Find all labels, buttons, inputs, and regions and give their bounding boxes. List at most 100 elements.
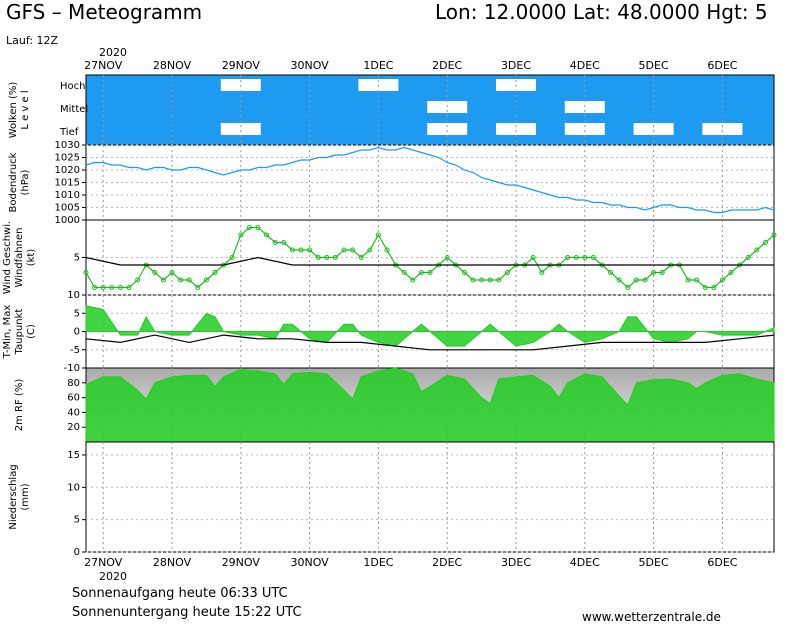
cloud-clear-patch bbox=[427, 123, 468, 135]
y-tick-label: 20 bbox=[67, 422, 80, 433]
wind-speed-point bbox=[659, 270, 665, 275]
wind-speed-point bbox=[616, 277, 622, 283]
wind-speed-point bbox=[341, 247, 347, 253]
x-tick-bottom: 4DEC bbox=[570, 556, 600, 569]
wind-speed-point bbox=[289, 247, 295, 253]
panel-precipitation: 0 5 10 15 Niederschlag (mm) bbox=[8, 441, 775, 558]
wind-speed-point bbox=[608, 270, 614, 275]
cloud-level-hoch: Hoch bbox=[60, 81, 85, 92]
x-tick-top: 1DEC bbox=[363, 59, 393, 72]
y-axis-label-temperature: Taupunkt bbox=[14, 309, 25, 356]
wind-speed-point bbox=[565, 255, 571, 260]
wind-speed-point bbox=[427, 270, 433, 275]
y-tick-label: 10 bbox=[67, 290, 80, 301]
y-axis-label-pressure: (hPa) bbox=[20, 169, 31, 195]
y-tick-label: 1015 bbox=[55, 178, 80, 189]
cloud-clear-patch bbox=[220, 123, 261, 135]
y-tick-label: 0 bbox=[74, 327, 80, 338]
panel-temperature: -10 -5 0 5 10 T-Min, Max Taupunkt (C) bbox=[2, 290, 775, 374]
y-tick-label: 5 bbox=[74, 308, 80, 319]
wind-speed-point bbox=[178, 277, 184, 283]
panel-clouds: Hoch Mittel Tief Wolken (%) L e v e l bbox=[8, 74, 775, 146]
wind-speed-point bbox=[590, 255, 596, 260]
y-tick-label: 1005 bbox=[55, 203, 80, 214]
wind-speed-point bbox=[195, 285, 201, 290]
wind-speed-point bbox=[246, 225, 252, 230]
x-tick-top: 5DEC bbox=[639, 59, 669, 72]
x-tick-top: 6DEC bbox=[707, 59, 737, 72]
wind-speed-point bbox=[530, 255, 536, 260]
y-axis-label-humidity: 2m RF (%) bbox=[14, 379, 25, 432]
wind-speed-point bbox=[332, 255, 338, 260]
y-axis-label-precipitation: (mm) bbox=[20, 483, 31, 510]
x-tick-top: 30NOV bbox=[290, 59, 329, 72]
wind-speed-point bbox=[255, 225, 261, 230]
y-tick-label: 1010 bbox=[55, 190, 80, 201]
wind-speed-point bbox=[117, 285, 123, 290]
app-title: GFS – Meteogramm bbox=[6, 0, 203, 24]
wind-speed-point bbox=[401, 270, 407, 275]
y-axis-label-clouds: Wolken (%) bbox=[8, 82, 19, 139]
wind-speed-point bbox=[573, 255, 579, 260]
y-tick-label: 1020 bbox=[55, 165, 80, 176]
wind-speed-point bbox=[238, 232, 244, 238]
y-tick-label: 60 bbox=[67, 393, 80, 404]
y-axis-label-precipitation: Niederschlag bbox=[8, 464, 19, 529]
model-run: Lauf: 12Z bbox=[6, 34, 59, 47]
coordinates: Lon: 12.0000 Lat: 48.0000 Hgt: 5 bbox=[435, 0, 768, 24]
wind-speed-point bbox=[126, 285, 132, 290]
wind-speed-point bbox=[384, 247, 390, 253]
wind-speed-point bbox=[203, 277, 209, 283]
wind-speed-point bbox=[745, 255, 751, 260]
series-line-temperature bbox=[85, 334, 775, 351]
y-tick-label: -5 bbox=[70, 345, 80, 356]
wind-speed-point bbox=[315, 255, 321, 260]
y-axis-label-wind: Wind Geschwi. bbox=[2, 221, 13, 294]
y-tick-label: 80 bbox=[67, 378, 80, 389]
wind-speed-point bbox=[685, 277, 691, 283]
website-link[interactable]: www.wetterzentrale.de bbox=[582, 610, 721, 624]
wind-speed-point bbox=[324, 255, 330, 260]
wind-speed-point bbox=[754, 247, 760, 253]
wind-speed-point bbox=[281, 240, 287, 245]
x-tick-bottom: 30NOV bbox=[290, 556, 329, 569]
wind-speed-point bbox=[539, 270, 545, 275]
x-tick-bottom: 2DEC bbox=[432, 556, 462, 569]
wind-speed-point bbox=[350, 247, 356, 253]
series-line-wind bbox=[85, 256, 774, 266]
wind-speed-point bbox=[186, 277, 192, 283]
x-tick-bottom: 29NOV bbox=[222, 556, 261, 569]
wind-speed-point bbox=[762, 240, 768, 245]
wind-speed-point bbox=[367, 247, 373, 253]
wind-speed-point bbox=[418, 270, 424, 275]
wind-speed-point bbox=[169, 270, 175, 275]
wind-speed-point bbox=[444, 255, 450, 260]
x-tick-top: 2DEC bbox=[432, 59, 462, 72]
x-tick-top: 4DEC bbox=[570, 59, 600, 72]
wind-speed-point bbox=[694, 277, 700, 283]
x-tick-top: 28NOV bbox=[153, 59, 192, 72]
wind-speed-point bbox=[470, 277, 476, 283]
wind-speed-point bbox=[479, 277, 485, 283]
y-tick-label: -10 bbox=[64, 363, 80, 374]
x-tick-bottom: 5DEC bbox=[639, 556, 669, 569]
wind-speed-point bbox=[229, 255, 235, 260]
wind-speed-point bbox=[633, 277, 639, 283]
cloud-clear-patch bbox=[496, 123, 536, 135]
wind-speed-point bbox=[160, 277, 166, 283]
wind-speed-point bbox=[358, 255, 364, 260]
x-year-bottom: 2020 bbox=[99, 570, 127, 583]
wind-speed-point bbox=[702, 285, 708, 290]
y-tick-label: 1025 bbox=[55, 153, 80, 164]
wind-speed-point bbox=[487, 277, 493, 283]
wind-speed-point bbox=[375, 232, 381, 238]
wind-speed-point bbox=[152, 270, 158, 275]
x-tick-bottom: 1DEC bbox=[363, 556, 393, 569]
wind-speed-point bbox=[771, 232, 777, 238]
panel-wind: 5 Wind Geschwi. Windfahnen (kt) bbox=[2, 219, 777, 296]
wind-speed-point bbox=[711, 285, 717, 290]
sunrise-text: Sonnenaufgang heute 06:33 UTC bbox=[72, 586, 288, 601]
panel-humidity: 20 40 60 80 2m RF (%) bbox=[14, 367, 775, 443]
cloud-level-mittel: Mittel bbox=[60, 104, 88, 115]
